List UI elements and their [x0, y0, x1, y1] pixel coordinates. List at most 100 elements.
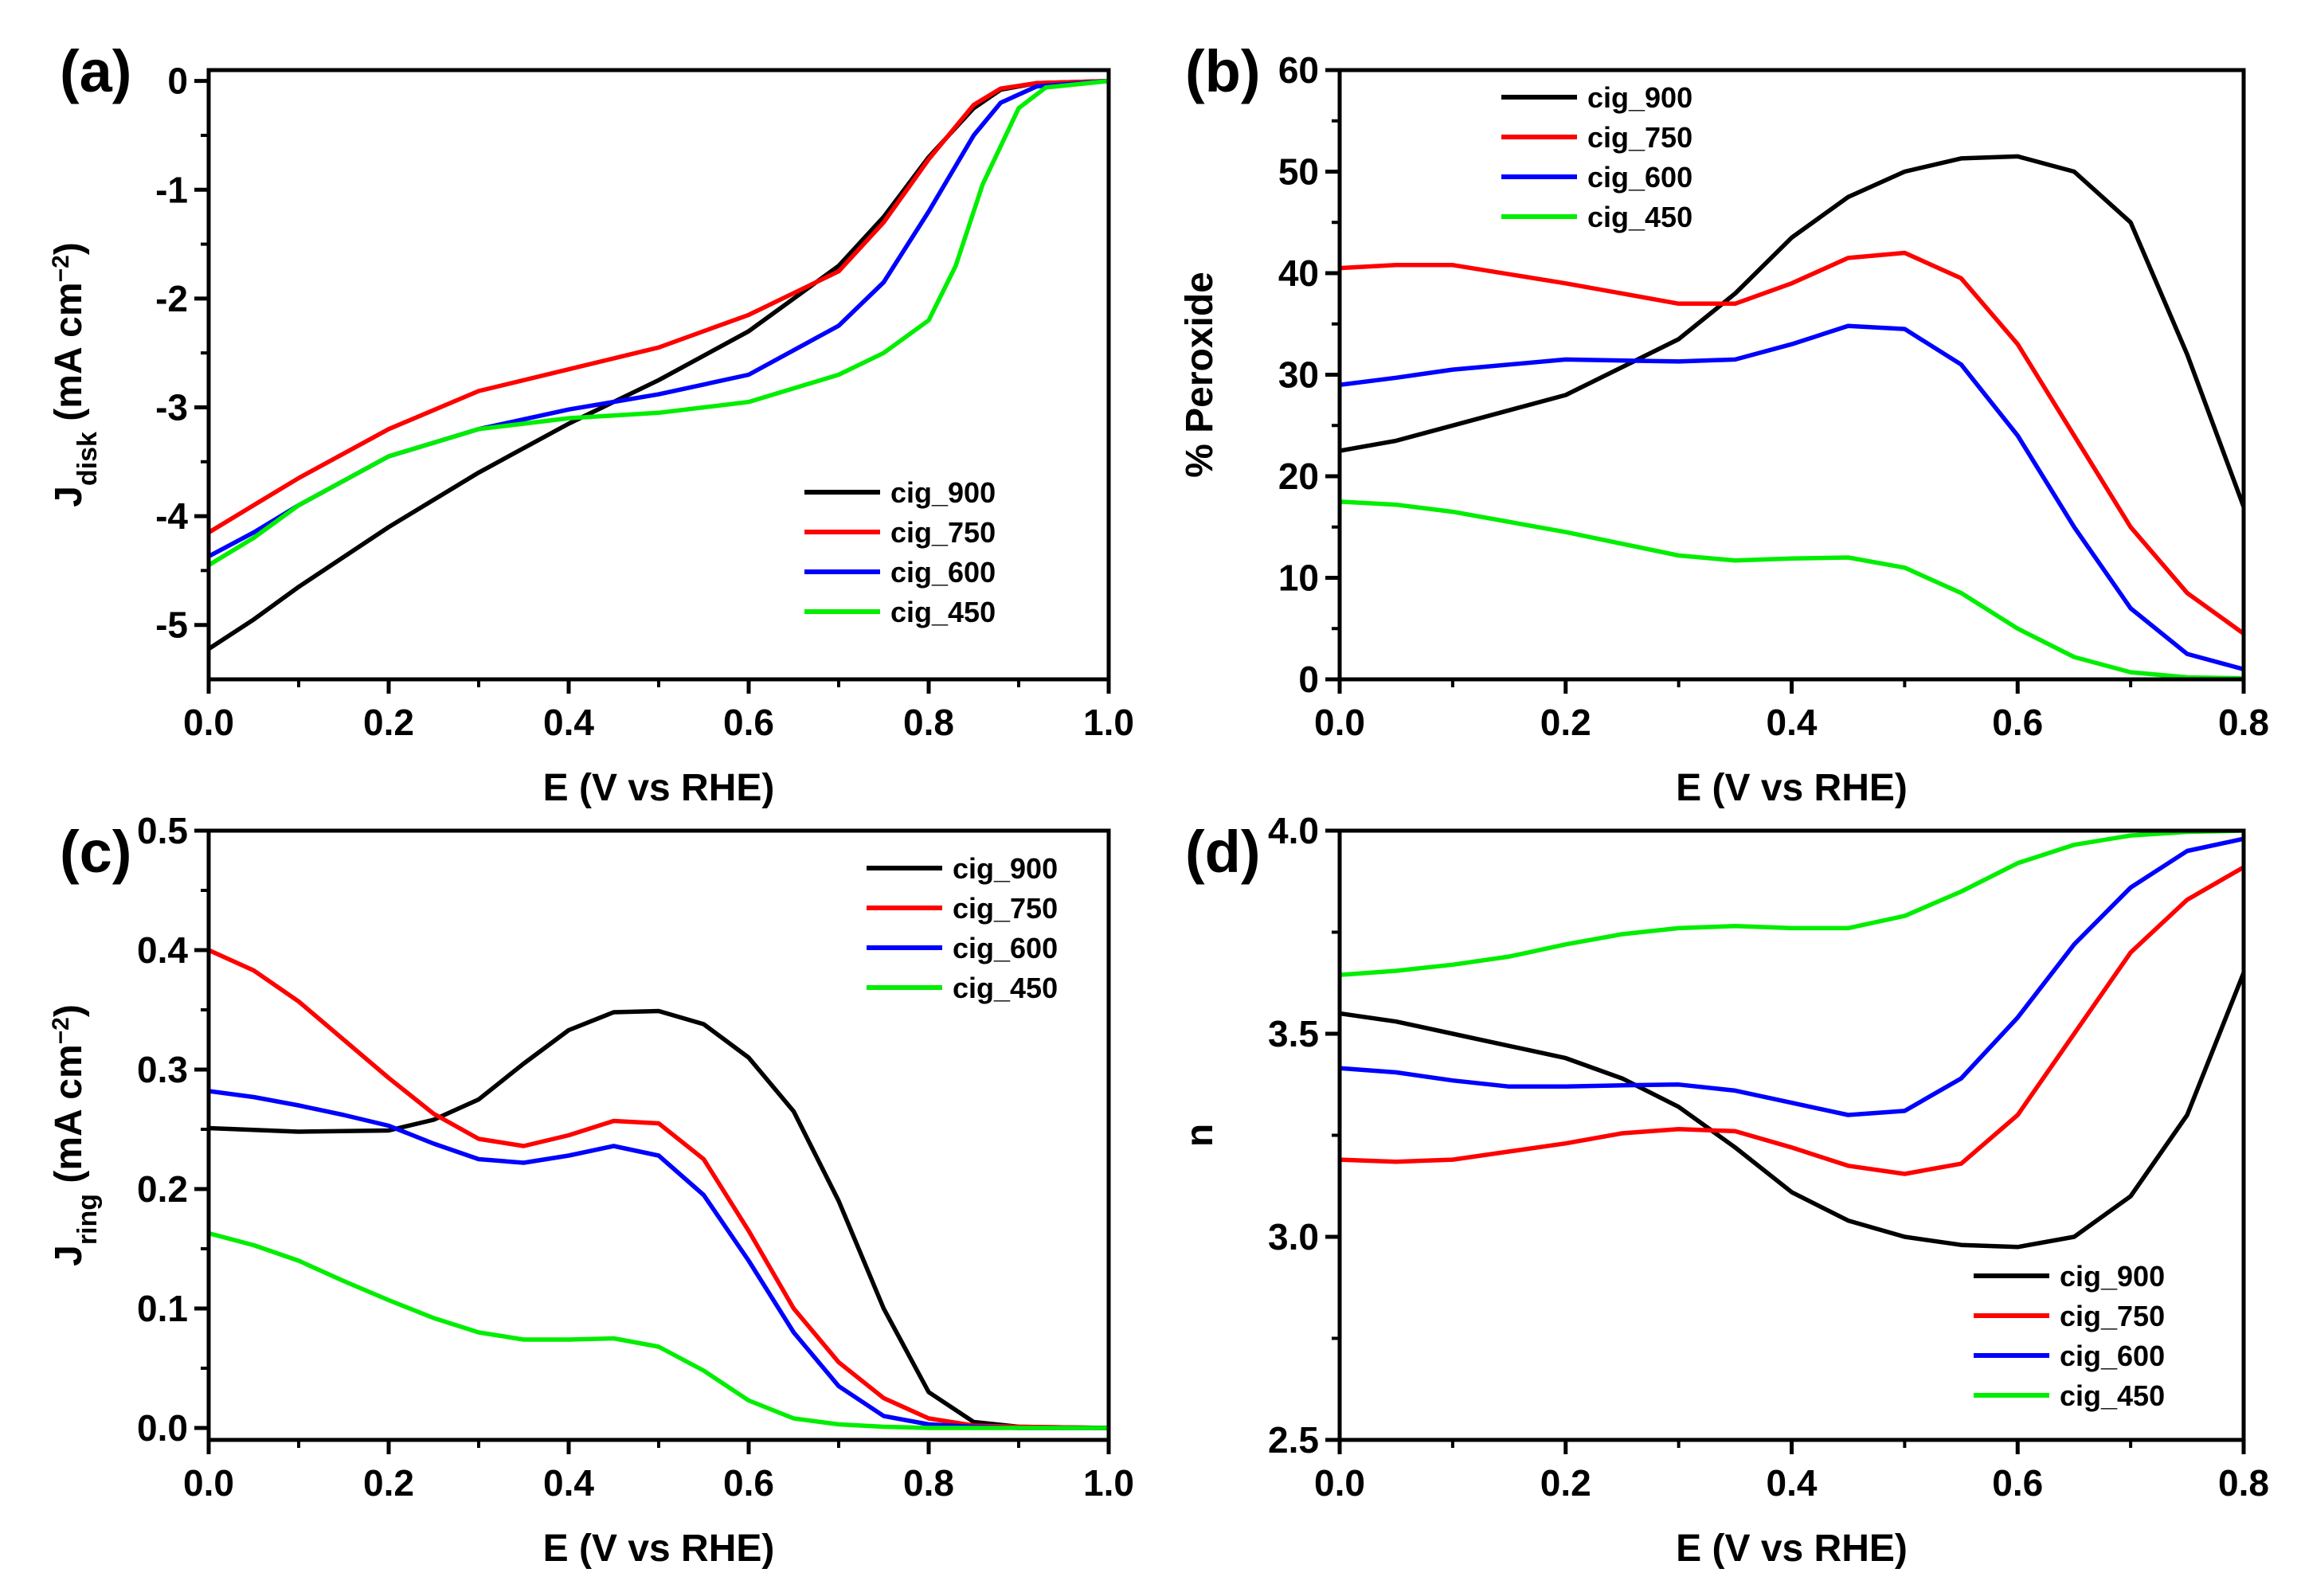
series-line-cig_900 [209, 1008, 1109, 1430]
panel-b-y-axis-label: % Peroxide [1179, 272, 1221, 478]
x-tick-label: 1.0 [1083, 1462, 1134, 1504]
legend-label-cig_900: cig_900 [1587, 81, 1692, 114]
panel-d-x-axis-label: E (V vs RHE) [1676, 1528, 1908, 1570]
x-tick-label: 0.2 [1540, 702, 1591, 743]
chart-panel-b: 0.0 0.2 0.4 0.6 0.8 0 10 20 30 40 50 60 E (V vs RHE)… [1179, 38, 2269, 809]
series-line-cig_900 [1340, 970, 2244, 1250]
y-tick-label: 10 [1278, 557, 1319, 599]
series-line-cig_600 [209, 1089, 1109, 1430]
x-tick-label: 0.0 [183, 1462, 234, 1504]
legend-label-cig_450: cig_450 [2060, 1379, 2165, 1412]
panel-c-legend: cig_900 cig_750 cig_600 cig_450 [867, 852, 1058, 1004]
y-tick-label: 0.3 [137, 1049, 188, 1090]
panel-b-legend: cig_900 cig_750 cig_600 cig_450 [1501, 81, 1692, 233]
series-line-cig_450 [1340, 831, 2244, 977]
panel-a-legend: cig_900 cig_750 cig_600 cig_450 [804, 476, 996, 628]
panel-d-curves [1340, 831, 2244, 1250]
legend-label-cig_600: cig_600 [1587, 161, 1692, 194]
legend-label-cig_600: cig_600 [2060, 1340, 2165, 1372]
y-tick-label: -5 [155, 604, 188, 646]
x-tick-label: 0.4 [543, 702, 594, 743]
chart-panel-a: 0.0 0.2 0.4 0.6 0.8 1.0 0 -1 -2 -3 -4 -5 E (V vs RHE… [48, 38, 1134, 809]
x-tick-label: 0.8 [2218, 1462, 2269, 1504]
panel-b-x-axis-label: E (V vs RHE) [1676, 767, 1908, 809]
y-tick-label: -2 [155, 278, 188, 319]
y-tick-label: 20 [1278, 456, 1319, 497]
x-tick-label: 0.2 [363, 702, 414, 743]
x-tick-label: 0.8 [2218, 702, 2269, 743]
legend-label-cig_600: cig_600 [953, 932, 1058, 964]
legend-label-cig_900: cig_900 [890, 476, 996, 509]
panel-a-y-axis-label: Jdisk (mA cm−2) [48, 242, 104, 507]
legend-label-cig_450: cig_450 [1587, 201, 1692, 233]
panel-b-curves [1340, 154, 2244, 679]
y-tick-label: -3 [155, 386, 188, 428]
x-tick-label: 0.6 [1992, 1462, 2043, 1504]
chart-panel-d: 0.0 0.2 0.4 0.6 0.8 2.5 3.0 3.5 4.0 E (V vs RHE) n… [1179, 810, 2269, 1570]
chart-panel-c: 0.0 0.2 0.4 0.6 0.8 1.0 0.0 0.1 0.2 0.3 0.4 0.5 E (V… [48, 810, 1134, 1570]
x-tick-label: 0.0 [183, 702, 234, 743]
x-tick-label: 0.2 [363, 1462, 414, 1504]
y-tick-label: -1 [155, 169, 188, 210]
series-line-cig_600 [1340, 323, 2244, 672]
y-tick-label: 0 [1298, 659, 1319, 700]
series-line-cig_750 [209, 78, 1109, 535]
legend-label-cig_600: cig_600 [890, 556, 996, 589]
y-tick-label: 30 [1278, 354, 1319, 396]
x-tick-label: 0.6 [723, 1462, 774, 1504]
x-tick-label: 0.6 [1992, 702, 2043, 743]
panel-b-axes-frame [1337, 68, 2246, 682]
panel-c-label: (c) [60, 819, 131, 885]
legend-label-cig_900: cig_900 [953, 852, 1058, 885]
x-tick-label: 0.4 [543, 1462, 594, 1504]
series-line-cig_450 [209, 78, 1109, 568]
y-tick-label: 0.2 [137, 1168, 188, 1210]
y-tick-label: 0.4 [137, 929, 188, 971]
panel-c-curves [209, 948, 1109, 1430]
panel-d-label: (d) [1185, 819, 1261, 885]
x-tick-label: 1.0 [1083, 702, 1134, 743]
series-line-cig_450 [1340, 499, 2244, 679]
series-line-cig_900 [1340, 154, 2244, 510]
y-tick-label: 50 [1278, 151, 1319, 193]
y-tick-label: 2.5 [1268, 1419, 1319, 1461]
legend-label-cig_750: cig_750 [1587, 121, 1692, 154]
x-tick-label: 0.0 [1314, 702, 1365, 743]
series-line-cig_750 [209, 948, 1109, 1430]
panel-a-x-axis-label: E (V vs RHE) [543, 767, 775, 809]
legend-label-cig_750: cig_750 [953, 892, 1058, 925]
x-tick-label: 0.4 [1767, 1462, 1818, 1504]
legend-label-cig_900: cig_900 [2060, 1260, 2165, 1293]
y-tick-label: 4.0 [1268, 810, 1319, 851]
y-tick-label: 3.0 [1268, 1216, 1319, 1258]
y-tick-label: 0 [167, 61, 188, 102]
x-tick-label: 0.0 [1314, 1462, 1365, 1504]
series-line-cig_750 [1340, 250, 2244, 636]
legend-label-cig_750: cig_750 [890, 516, 996, 549]
legend-label-cig_450: cig_450 [890, 596, 996, 628]
y-tick-label: 0.5 [137, 810, 188, 851]
series-line-cig_600 [1340, 836, 2244, 1117]
x-tick-label: 0.4 [1767, 702, 1818, 743]
y-tick-label: -4 [155, 495, 188, 537]
panel-a-label: (a) [60, 38, 131, 104]
x-tick-label: 0.8 [903, 1462, 954, 1504]
panel-b-label: (b) [1185, 38, 1261, 104]
y-tick-label: 60 [1278, 49, 1319, 91]
x-tick-label: 0.8 [903, 702, 954, 743]
y-tick-label: 0.1 [137, 1288, 188, 1329]
series-line-cig_750 [1340, 865, 2244, 1176]
panel-a-curves [209, 78, 1109, 651]
y-tick-label: 40 [1278, 252, 1319, 294]
legend-label-cig_450: cig_450 [953, 972, 1058, 1004]
y-tick-label: 3.5 [1268, 1013, 1319, 1054]
panel-d-legend: cig_900 cig_750 cig_600 cig_450 [1974, 1260, 2165, 1412]
panel-c-x-axis-label: E (V vs RHE) [543, 1528, 775, 1570]
x-tick-label: 0.2 [1540, 1462, 1591, 1504]
x-tick-label: 0.6 [723, 702, 774, 743]
panel-d-y-axis-label: n [1179, 1124, 1221, 1147]
series-line-cig_450 [209, 1230, 1109, 1430]
legend-label-cig_750: cig_750 [2060, 1300, 2165, 1332]
y-tick-label: 0.0 [137, 1407, 188, 1449]
